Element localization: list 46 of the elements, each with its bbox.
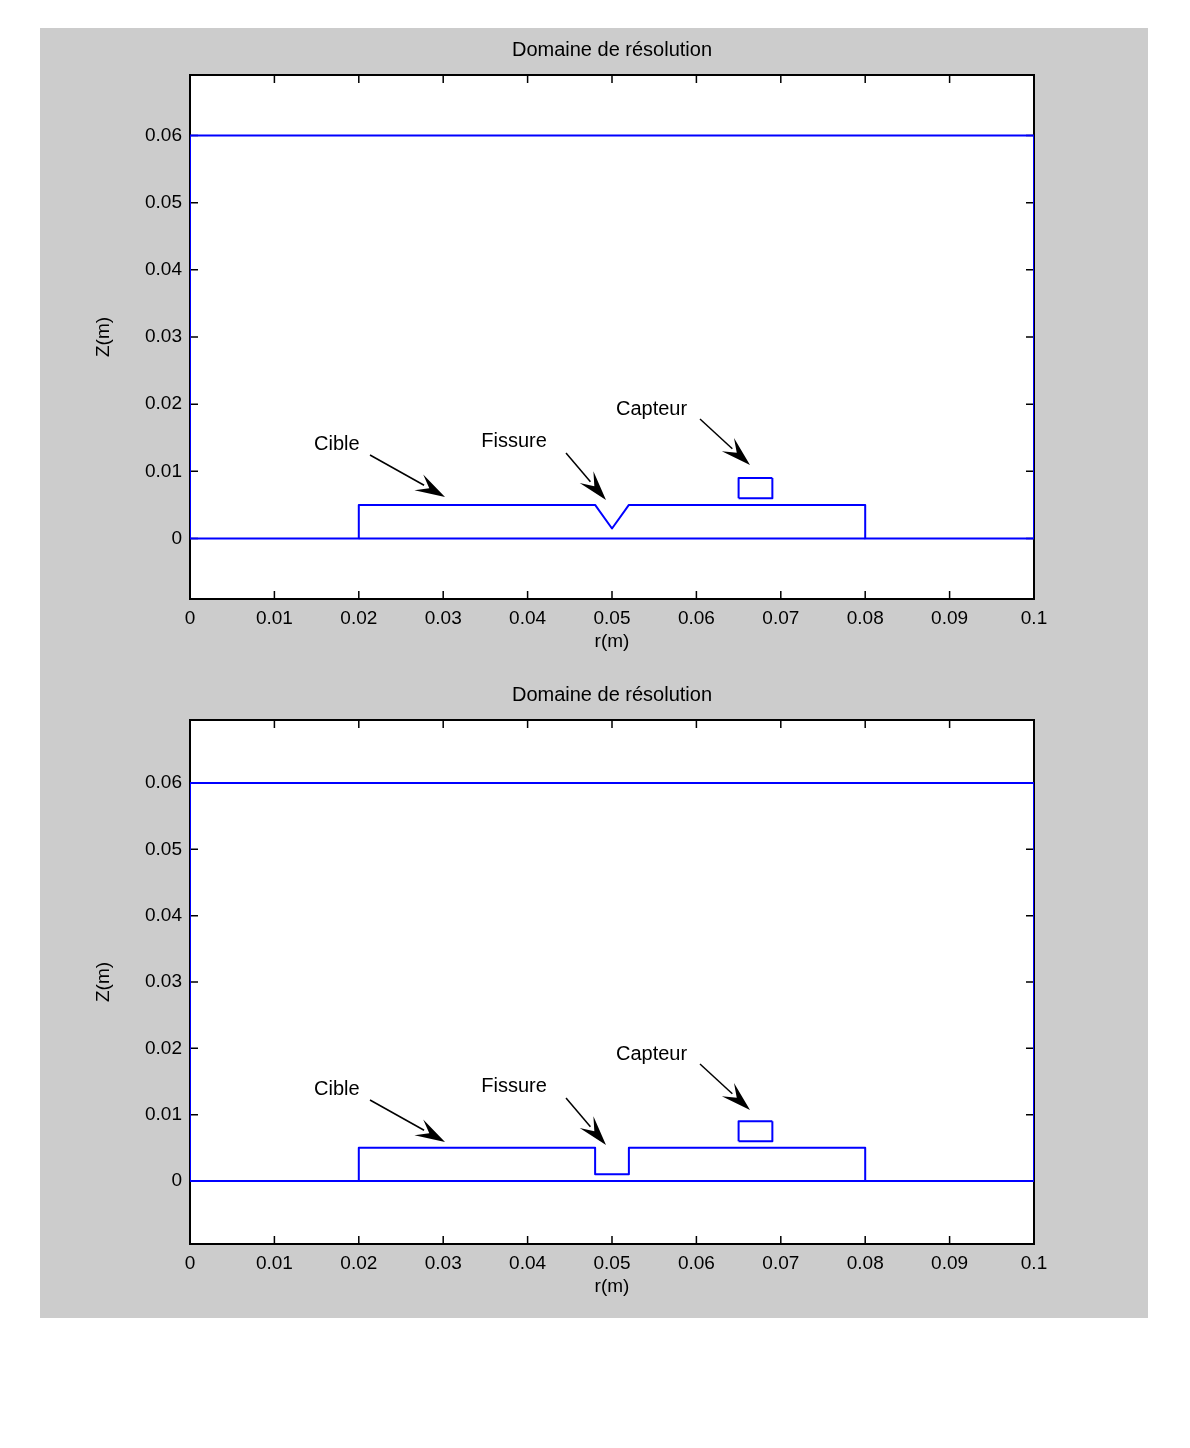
y-tick-label: 0	[171, 1169, 182, 1191]
x-tick-label: 0.04	[509, 1251, 547, 1273]
annotation: Capteur	[615, 1041, 689, 1066]
x-tick-label: 0.06	[677, 606, 715, 628]
annotation: Cible	[313, 1075, 361, 1100]
x-tick-label: 0.05	[593, 1251, 631, 1273]
x-tick-label: 0.02	[340, 606, 378, 628]
x-tick-label: 0.04	[509, 606, 547, 628]
x-tick-label: 0.01	[255, 1251, 293, 1273]
x-tick-label: 0.09	[931, 1251, 969, 1273]
x-tick-label: 0.03	[424, 606, 462, 628]
y-tick-label: 0.04	[145, 903, 183, 925]
chart-title: Domaine de résolution	[510, 683, 714, 706]
y-tick-label: 0.06	[145, 771, 182, 793]
x-axis-title: r(m)	[594, 1274, 630, 1296]
y-tick-label: 0.05	[145, 190, 182, 212]
x-tick-label: 0.07	[762, 1251, 800, 1273]
x-tick-label: 0.06	[677, 1251, 715, 1273]
x-tick-label: 0.08	[846, 1251, 884, 1273]
annotation: Fissure	[480, 428, 548, 453]
y-tick-label: 0.05	[145, 837, 182, 859]
y-tick-label: 0.01	[145, 1102, 182, 1124]
y-tick-label: 0.03	[145, 970, 182, 992]
chart-title: Domaine de résolution	[510, 38, 714, 61]
y-axis-title: Z(m)	[91, 961, 113, 1003]
x-tick-label: 0.05	[593, 606, 631, 628]
x-tick-label: 0.1	[1020, 1251, 1048, 1273]
y-tick-label: 0.03	[145, 325, 182, 347]
x-tick-label: 0.03	[424, 1251, 462, 1273]
x-tick-label: 0.07	[762, 606, 800, 628]
y-tick-label: 0.02	[145, 1036, 182, 1058]
x-tick-label: 0.02	[340, 1251, 378, 1273]
x-tick-label: 0.1	[1020, 606, 1048, 628]
x-axis-title: r(m)	[594, 629, 630, 651]
y-axis-title: Z(m)	[91, 316, 113, 358]
y-tick-label: 0.01	[145, 459, 182, 481]
x-tick-label: 0.01	[255, 606, 293, 628]
x-tick-label: 0.09	[931, 606, 969, 628]
y-tick-label: 0	[171, 526, 182, 548]
y-tick-label: 0.02	[145, 392, 182, 414]
x-tick-label: 0.08	[846, 606, 884, 628]
annotation: Cible	[313, 430, 361, 455]
y-tick-label: 0.04	[145, 258, 183, 280]
y-tick-label: 0.06	[145, 123, 182, 145]
annotation: Capteur	[615, 396, 689, 421]
annotation: Fissure	[480, 1073, 548, 1098]
